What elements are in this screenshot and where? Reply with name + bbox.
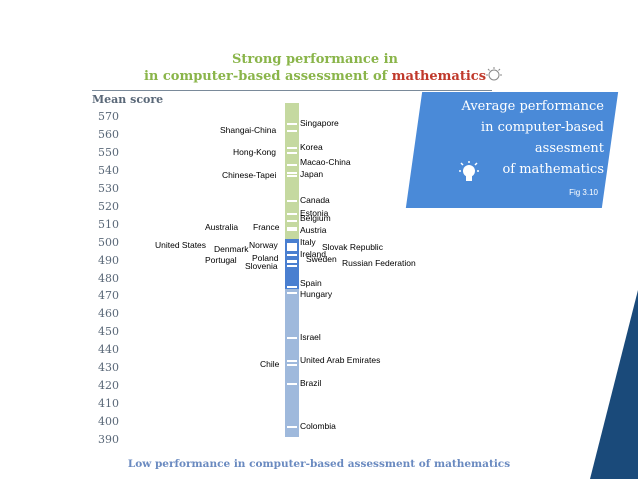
y-tick-label: 440 bbox=[98, 343, 119, 357]
score-marker bbox=[287, 229, 297, 232]
score-marker bbox=[287, 254, 297, 257]
score-marker bbox=[287, 383, 297, 386]
score-marker bbox=[287, 146, 297, 149]
score-marker bbox=[287, 360, 297, 363]
country-label: Italy bbox=[300, 237, 316, 248]
country-label: Slovenia bbox=[245, 260, 278, 271]
country-label: Singapore bbox=[300, 118, 339, 129]
bar-segment-average bbox=[285, 239, 299, 290]
score-marker bbox=[287, 259, 297, 262]
country-label: Korea bbox=[300, 141, 323, 152]
score-marker bbox=[287, 220, 297, 223]
y-tick-label: 390 bbox=[98, 433, 119, 446]
y-tick-label: 430 bbox=[98, 361, 119, 375]
score-marker bbox=[287, 363, 297, 366]
y-axis-label: Mean score bbox=[92, 93, 164, 106]
country-label: Estonia bbox=[300, 207, 329, 218]
score-marker bbox=[287, 164, 297, 167]
score-marker bbox=[287, 291, 297, 294]
score-marker bbox=[287, 200, 297, 203]
callout-line4: of mathematics bbox=[502, 162, 604, 177]
score-marker bbox=[287, 175, 297, 178]
country-label: Sweden bbox=[306, 253, 337, 264]
country-label: Hungary bbox=[300, 288, 333, 299]
country-label: Shangai-China bbox=[220, 125, 277, 136]
country-label: Australia bbox=[205, 222, 239, 233]
y-tick-label: 450 bbox=[98, 325, 119, 339]
score-marker bbox=[287, 243, 297, 246]
bar-segment-low bbox=[285, 289, 299, 437]
score-marker bbox=[287, 261, 297, 264]
chart-title-line2-prefix: in computer-based assessment of bbox=[143, 69, 392, 84]
y-tick-label: 480 bbox=[98, 271, 119, 285]
callout-text: Average performance in computer-based as… bbox=[430, 96, 604, 208]
score-marker bbox=[287, 123, 297, 126]
score-marker bbox=[287, 286, 297, 289]
bar-segment-high bbox=[285, 103, 299, 240]
country-label: Japan bbox=[300, 168, 324, 179]
y-tick-label: 530 bbox=[98, 181, 119, 195]
y-tick-label: 410 bbox=[98, 397, 119, 411]
country-label: Denmark bbox=[214, 243, 249, 254]
country-label: Colombia bbox=[300, 421, 336, 432]
y-tick-label: 550 bbox=[98, 145, 119, 159]
chart-title-line1: Strong performance in bbox=[231, 52, 399, 67]
country-label: Slovak Republic bbox=[322, 241, 383, 252]
score-marker bbox=[287, 248, 297, 251]
figure-number: Fig 3.10 bbox=[569, 188, 598, 197]
lightbulb-icon bbox=[459, 161, 479, 181]
bottom-title: Low performance in computer-based assess… bbox=[127, 458, 511, 470]
y-tick-label: 420 bbox=[98, 379, 119, 393]
country-label: Brazil bbox=[300, 378, 322, 389]
y-tick-label: 560 bbox=[98, 127, 119, 141]
country-label: Portugal bbox=[205, 255, 237, 266]
country-label: Russian Federation bbox=[342, 258, 416, 269]
title-divider bbox=[92, 90, 492, 91]
country-label: Spain bbox=[300, 278, 322, 289]
score-marker bbox=[287, 245, 297, 248]
country-label: Ireland bbox=[300, 249, 326, 260]
country-label: Israel bbox=[300, 331, 321, 342]
country-label: Norway bbox=[249, 240, 278, 251]
lightbulb-outline-icon bbox=[486, 67, 502, 81]
score-marker bbox=[287, 246, 297, 249]
score-marker bbox=[287, 171, 297, 174]
country-label: Belgium bbox=[300, 213, 331, 224]
country-label: United States bbox=[155, 240, 207, 251]
country-label: Austria bbox=[300, 225, 327, 236]
country-label: Canada bbox=[300, 195, 330, 206]
score-marker bbox=[287, 151, 297, 154]
country-label: Poland bbox=[252, 253, 279, 264]
country-label: Chile bbox=[260, 358, 280, 369]
chart-title-line2: in computer-based assessment of mathemat… bbox=[120, 69, 510, 84]
y-tick-label: 520 bbox=[98, 199, 119, 213]
y-tick-label: 460 bbox=[98, 307, 119, 321]
score-marker bbox=[287, 426, 297, 429]
y-tick-label: 500 bbox=[98, 235, 119, 249]
country-label: United Arab Emirates bbox=[300, 355, 381, 366]
y-tick-label: 470 bbox=[98, 289, 119, 303]
score-marker bbox=[287, 264, 297, 267]
chart-title-accent: mathematics bbox=[391, 69, 487, 84]
y-tick-label: 490 bbox=[98, 253, 119, 267]
y-tick-label: 510 bbox=[98, 217, 119, 231]
y-tick-label: 570 bbox=[98, 110, 119, 123]
callout-line1: Average performance bbox=[461, 99, 604, 114]
score-marker bbox=[287, 212, 297, 215]
score-marker bbox=[287, 130, 297, 133]
score-marker bbox=[287, 336, 297, 339]
country-label: Chinese-Tapei bbox=[222, 170, 277, 181]
callout-line2: in computer-based bbox=[480, 120, 604, 135]
decorative-strip bbox=[590, 290, 638, 479]
country-label: France bbox=[253, 222, 280, 233]
y-tick-label: 540 bbox=[98, 163, 119, 177]
country-label: Hong-Kong bbox=[233, 146, 277, 157]
y-tick-label: 400 bbox=[98, 415, 119, 429]
score-marker bbox=[287, 227, 297, 230]
callout-line3: assesment bbox=[534, 141, 604, 156]
country-label: Macao-China bbox=[300, 157, 351, 168]
